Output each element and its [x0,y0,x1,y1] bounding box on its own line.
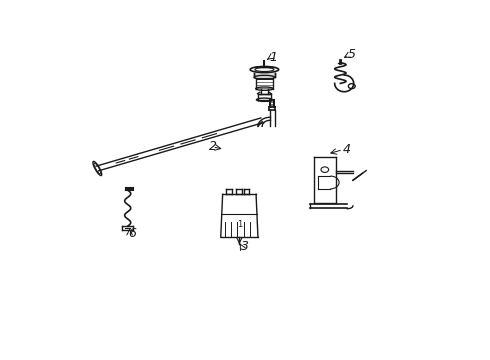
Text: 5: 5 [348,48,356,61]
Text: 4: 4 [343,143,351,156]
Text: 1: 1 [270,50,277,64]
Text: 1: 1 [237,220,242,229]
Text: 3: 3 [241,240,248,253]
Text: 2: 2 [209,140,218,153]
Text: 6: 6 [128,226,137,240]
